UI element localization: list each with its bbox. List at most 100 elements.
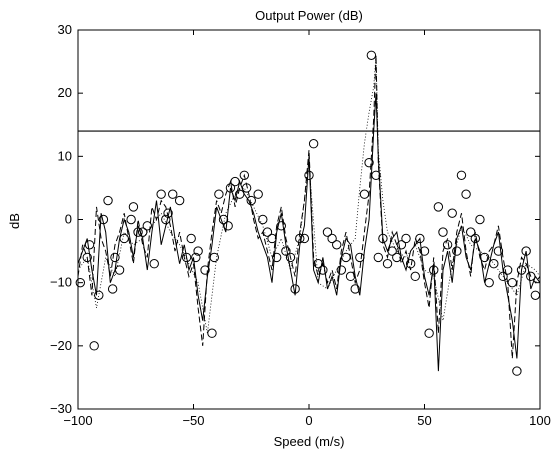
data-point-circle (161, 214, 171, 225)
data-point-circle (214, 189, 224, 199)
data-point-circle (345, 271, 356, 282)
data-point-circle (521, 246, 531, 256)
data-point-circle (225, 183, 236, 193)
data-point-circle (107, 284, 118, 294)
data-point-circle (142, 221, 153, 231)
data-point-circle (299, 233, 310, 244)
data-point-circle (456, 170, 467, 180)
data-point-circle (98, 214, 109, 225)
y-tick-label: 10 (58, 148, 72, 163)
data-point-circle (526, 271, 536, 282)
y-tick-label: −20 (50, 338, 72, 353)
data-point-circle (461, 189, 471, 199)
x-tick-label: 100 (529, 413, 551, 428)
data-point-circle (223, 221, 233, 231)
data-point-circle (366, 50, 377, 60)
data-point-circle (419, 246, 430, 256)
data-point-circle (410, 271, 420, 282)
y-axis-label: dB (7, 213, 22, 229)
data-point-circle (489, 259, 499, 269)
data-point-circle (336, 265, 347, 275)
data-point-circle (493, 246, 504, 256)
y-tick-label: 20 (58, 85, 72, 100)
data-point-circle (133, 227, 143, 237)
y-tick-label: −10 (50, 275, 72, 290)
data-point-circle (438, 227, 448, 237)
data-point-circle (258, 214, 268, 225)
data-point-circle (103, 195, 113, 206)
data-point-circle (308, 139, 319, 149)
data-point-circle (405, 259, 416, 269)
data-point-circle (191, 252, 201, 263)
data-point-circle (128, 202, 139, 212)
data-point-circle (332, 240, 342, 250)
data-point-circle (447, 208, 457, 218)
data-point-circle (267, 233, 277, 244)
data-point-circle (371, 170, 381, 180)
data-point-circle (479, 252, 490, 263)
y-tick-label: 0 (65, 212, 72, 227)
y-tick-label: 30 (58, 22, 72, 37)
data-point-circle (262, 227, 273, 237)
data-point-circle (516, 265, 527, 275)
data-point-circle (119, 233, 129, 244)
data-point-circle (327, 233, 337, 244)
data-point-circle (181, 252, 192, 263)
x-tick-label: 0 (305, 413, 312, 428)
data-point-circle (200, 265, 210, 275)
series-line-dashed (77, 55, 541, 359)
series-line-solid (77, 93, 541, 372)
data-point-circle (364, 157, 374, 168)
data-point-circle (470, 233, 481, 244)
data-point-circle (186, 233, 196, 244)
data-point-circle (89, 341, 99, 351)
data-point-circle (350, 284, 360, 294)
plot-area (77, 29, 541, 410)
data-point-circle (137, 227, 148, 237)
data-point-circle (322, 227, 333, 237)
series-layer (75, 50, 541, 376)
data-point-circle (193, 246, 203, 256)
data-point-circle (429, 265, 439, 275)
data-point-circle (507, 277, 517, 288)
data-point-circle (341, 252, 351, 263)
data-point-circle (75, 277, 86, 288)
data-point-circle (168, 189, 178, 199)
data-point-circle (502, 265, 513, 275)
data-point-circle (401, 233, 411, 244)
data-point-circle (313, 259, 323, 269)
data-point-circle (94, 290, 104, 300)
data-point-circle (156, 189, 166, 199)
chart-title: Output Power (dB) (255, 8, 363, 23)
data-point-circle (230, 176, 240, 187)
data-point-circle (281, 246, 291, 256)
data-point-circle (392, 252, 402, 263)
data-point-circle (218, 214, 229, 225)
data-point-circle (382, 259, 393, 269)
data-point-circle (126, 214, 136, 225)
data-point-circle (442, 240, 453, 250)
data-point-circle (318, 265, 328, 275)
data-point-circle (387, 246, 397, 256)
data-point-circle (424, 328, 434, 338)
data-point-circle (207, 328, 217, 338)
data-point-circle (378, 233, 388, 244)
data-point-circle (271, 252, 282, 263)
data-point-circle (209, 252, 219, 263)
data-point-circle (84, 240, 95, 250)
data-point-circle (359, 189, 370, 199)
data-point-circle (304, 170, 314, 180)
data-point-circle (512, 366, 522, 376)
data-point-circle (373, 252, 383, 263)
x-tick-label: −100 (63, 413, 92, 428)
data-point-circle (452, 246, 462, 256)
data-point-circle (174, 195, 185, 206)
data-point-circle (163, 208, 173, 218)
data-point-circle (396, 240, 407, 250)
data-point-circle (475, 214, 485, 225)
data-point-circle (530, 290, 541, 300)
data-point-circle (246, 195, 256, 206)
data-point-circle (415, 233, 425, 244)
